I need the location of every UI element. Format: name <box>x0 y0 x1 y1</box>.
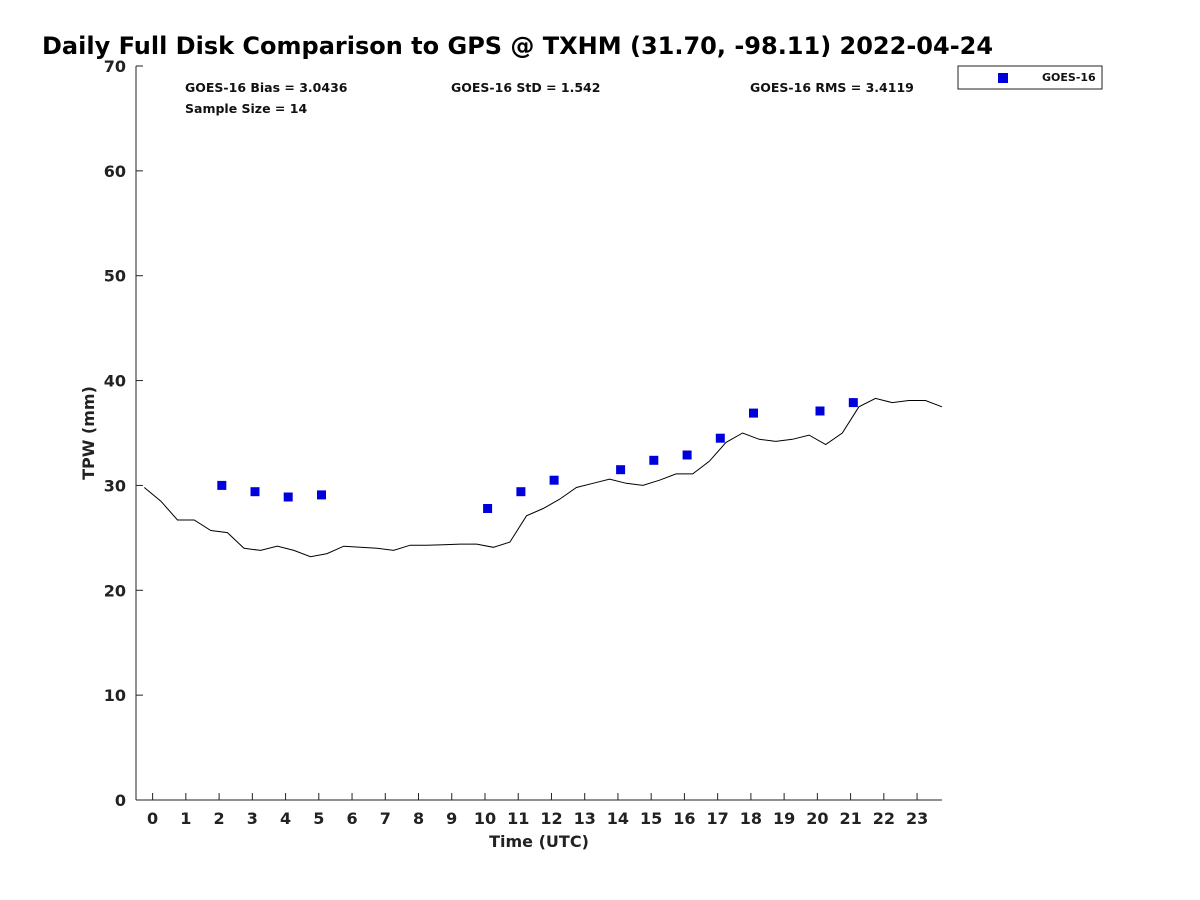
y-tick-label: 40 <box>104 372 126 391</box>
x-tick-label: 9 <box>446 809 457 828</box>
data-point-goes-16 <box>317 490 326 500</box>
x-tick-label: 12 <box>540 809 562 828</box>
x-tick-label: 1 <box>180 809 191 828</box>
y-ticks: 0 10 20 30 40 50 60 70 <box>104 57 143 810</box>
x-tick-label: 17 <box>707 809 729 828</box>
x-tick-label: 16 <box>673 809 695 828</box>
y-tick-label: 60 <box>104 162 126 181</box>
legend: GOES-16 <box>957 65 1103 90</box>
data-point-goes-16 <box>749 408 758 418</box>
y-tick-label: 20 <box>104 581 126 600</box>
x-tick-label: 4 <box>280 809 291 828</box>
x-tick-label: 13 <box>574 809 596 828</box>
x-tick-label: 0 <box>147 809 158 828</box>
x-tick-label: 14 <box>607 809 629 828</box>
data-point-goes-16 <box>649 455 659 465</box>
x-tick-label: 8 <box>413 809 424 828</box>
x-tick-label: 21 <box>839 809 861 828</box>
x-axis-label: Time (UTC) <box>489 832 589 851</box>
data-point-goes-16 <box>616 465 626 475</box>
y-axis-label: TPW (mm) <box>79 386 98 480</box>
data-point-goes-16 <box>815 406 825 416</box>
data-point-goes-16 <box>250 487 260 497</box>
y-tick-label: 30 <box>104 476 126 495</box>
legend-box <box>957 65 1103 90</box>
x-tick-label: 11 <box>507 809 529 828</box>
x-tick-label: 20 <box>806 809 828 828</box>
chart-title: Daily Full Disk Comparison to GPS @ TXHM… <box>42 32 993 60</box>
stat-rms: GOES-16 RMS = 3.4119 <box>750 80 914 95</box>
x-tick-label: 10 <box>474 809 496 828</box>
y-tick-label: 10 <box>104 686 126 705</box>
x-tick-label: 5 <box>313 809 324 828</box>
x-ticks: 0 1 2 3 4 5 6 7 8 9 10 11 12 13 14 15 16 17 18 19 20 21 22 23 <box>147 793 928 828</box>
data-point-goes-16 <box>217 480 227 490</box>
x-tick-label: 7 <box>380 809 391 828</box>
x-tick-label: 3 <box>247 809 258 828</box>
x-tick-label: 15 <box>640 809 662 828</box>
legend-label-goes-16: GOES-16 <box>1042 71 1096 84</box>
y-tick-label: 0 <box>115 791 126 810</box>
y-tick-label: 70 <box>104 57 126 76</box>
x-tick-label: 22 <box>873 809 895 828</box>
data-point-goes-16 <box>682 450 692 460</box>
data-point-goes-16 <box>848 398 858 408</box>
legend-marker-square-icon <box>998 73 1008 83</box>
data-point-goes-16 <box>483 504 493 513</box>
stat-sample-size: Sample Size = 14 <box>185 101 307 116</box>
goes-16-series <box>217 398 858 513</box>
x-tick-label: 2 <box>214 809 225 828</box>
stat-std: GOES-16 StD = 1.542 <box>451 80 600 95</box>
data-point-goes-16 <box>715 433 725 443</box>
data-point-goes-16 <box>516 487 526 497</box>
gps-series-line <box>143 397 943 558</box>
y-tick-label: 50 <box>104 267 126 286</box>
data-point-goes-16 <box>283 492 293 502</box>
x-tick-label: 18 <box>740 809 762 828</box>
x-tick-label: 19 <box>773 809 795 828</box>
stat-bias: GOES-16 Bias = 3.0436 <box>185 80 348 95</box>
x-tick-label: 6 <box>346 809 357 828</box>
data-point-goes-16 <box>549 475 559 485</box>
plot-area <box>136 66 942 800</box>
x-tick-label: 23 <box>906 809 928 828</box>
